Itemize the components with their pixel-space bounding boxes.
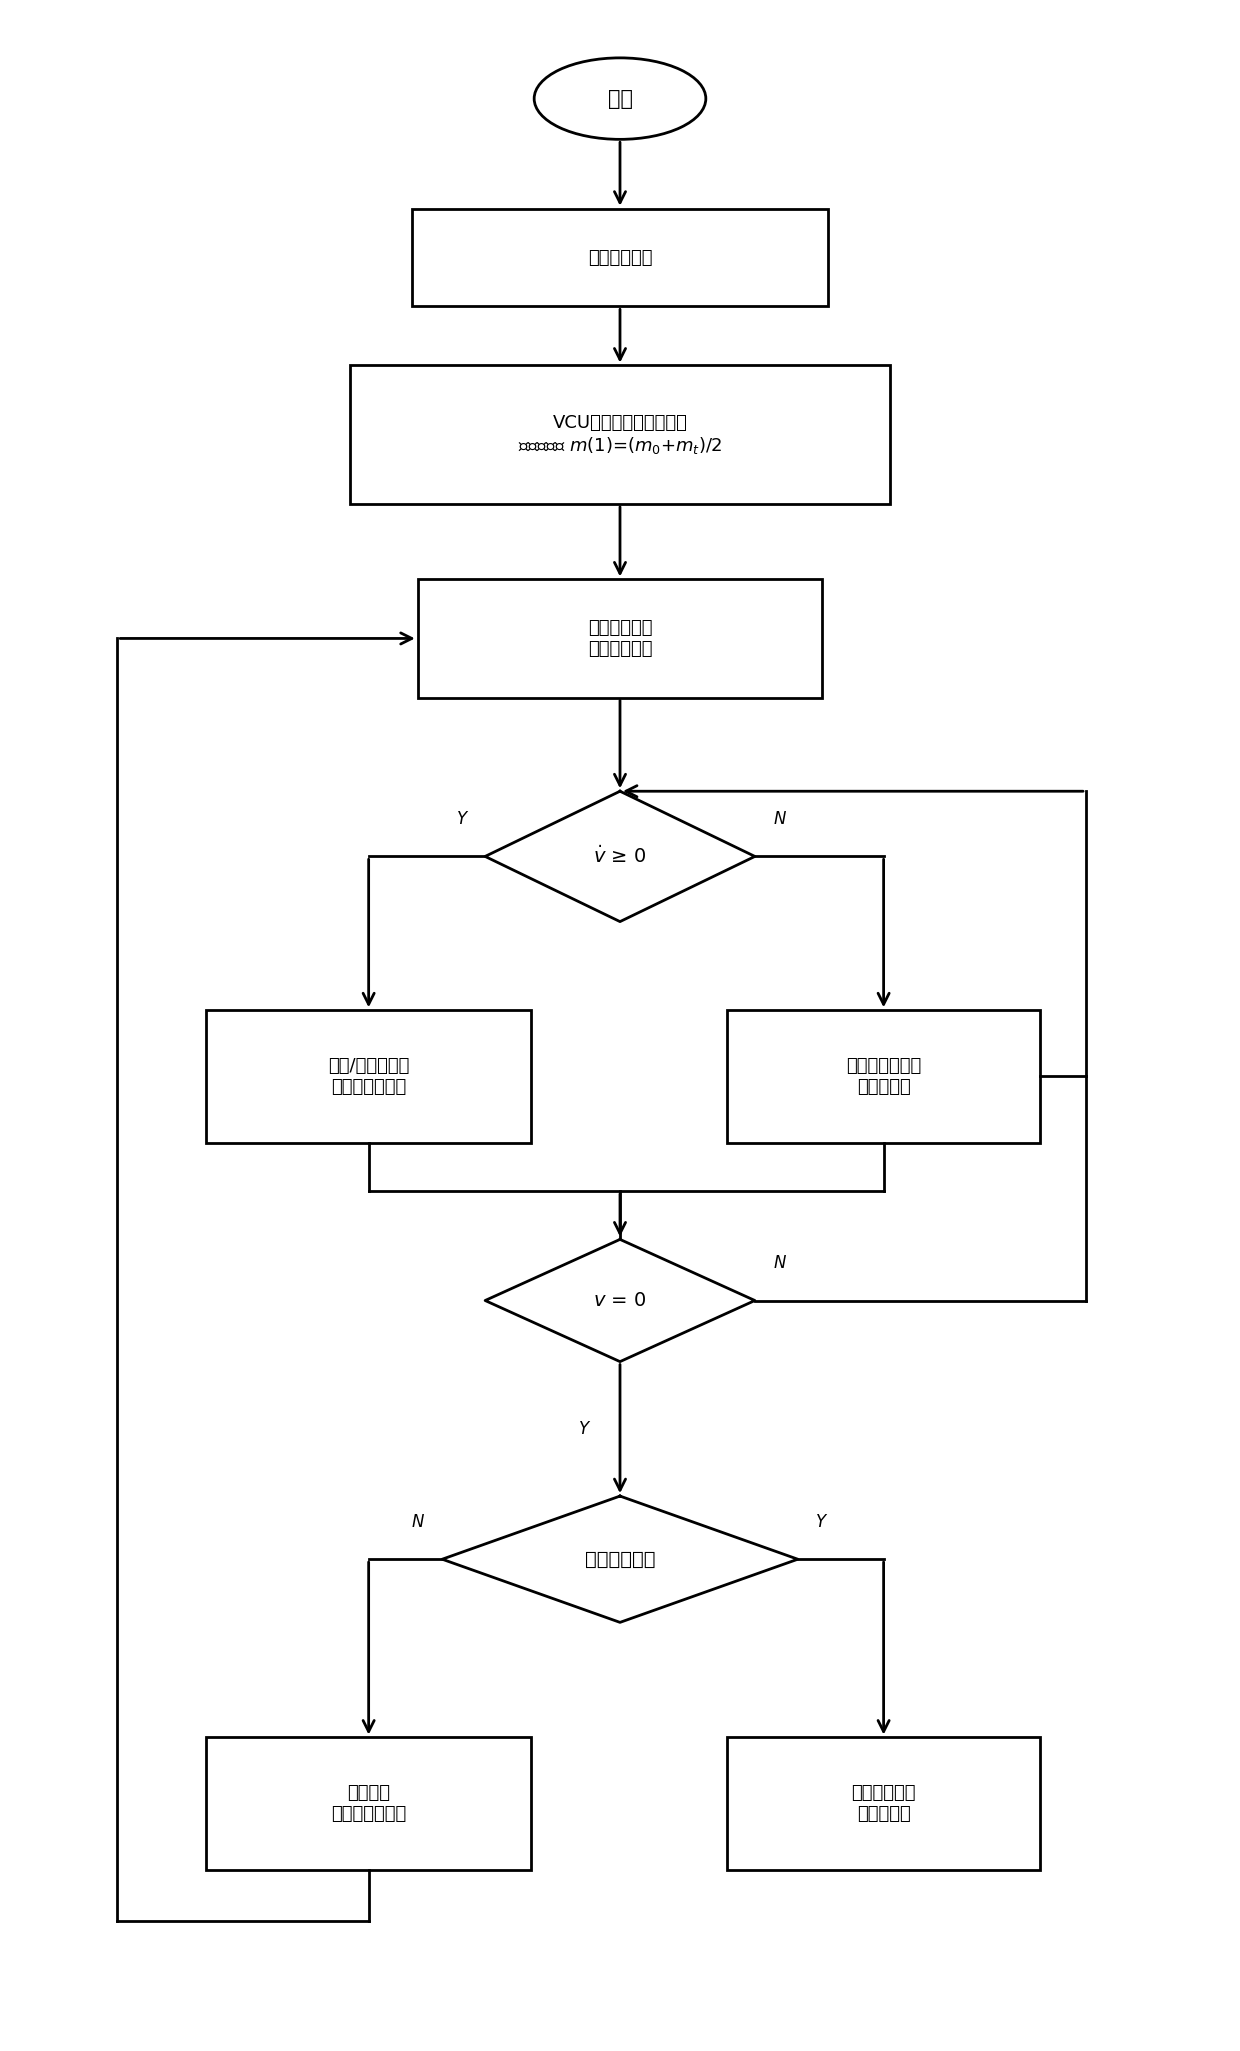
Text: 制动过程道路阻
力估计模块: 制动过程道路阻 力估计模块	[846, 1056, 921, 1095]
Text: N: N	[774, 810, 786, 829]
Text: $\dot{v}$ ≥ 0: $\dot{v}$ ≥ 0	[594, 845, 646, 868]
Text: N: N	[774, 1253, 786, 1272]
Bar	[206, 1737, 531, 1871]
Text: VCU上电、自检、初始化
质量赋初値 $m$(1)=($m_0$+$m_t$)/2: VCU上电、自检、初始化 质量赋初値 $m$(1)=($m_0$+$m_t$)/…	[518, 414, 722, 455]
Text: 临时停车
质量重新赋初値: 临时停车 质量重新赋初値	[331, 1784, 407, 1823]
Text: N: N	[412, 1514, 424, 1530]
Text: 开始: 开始	[608, 88, 632, 109]
Bar	[350, 365, 890, 505]
Text: 启动开关关闭: 启动开关关闭	[585, 1551, 655, 1569]
Text: 起步过程质量
估计计算模块: 起步过程质量 估计计算模块	[588, 619, 652, 658]
Bar	[412, 209, 828, 306]
Text: 启动开关打开: 启动开关打开	[588, 248, 652, 267]
Bar	[728, 1737, 1040, 1871]
Text: Y: Y	[456, 810, 466, 829]
Bar	[206, 1011, 531, 1142]
Bar	[418, 578, 822, 697]
Text: $v$ = 0: $v$ = 0	[594, 1290, 646, 1311]
Text: 停车，参数估
计程序终止: 停车，参数估 计程序终止	[852, 1784, 916, 1823]
Bar	[728, 1011, 1040, 1142]
Text: Y: Y	[579, 1419, 589, 1438]
Text: Y: Y	[816, 1514, 826, 1530]
Text: 匀速/加速过程道
路阻力估计模块: 匀速/加速过程道 路阻力估计模块	[327, 1056, 409, 1095]
